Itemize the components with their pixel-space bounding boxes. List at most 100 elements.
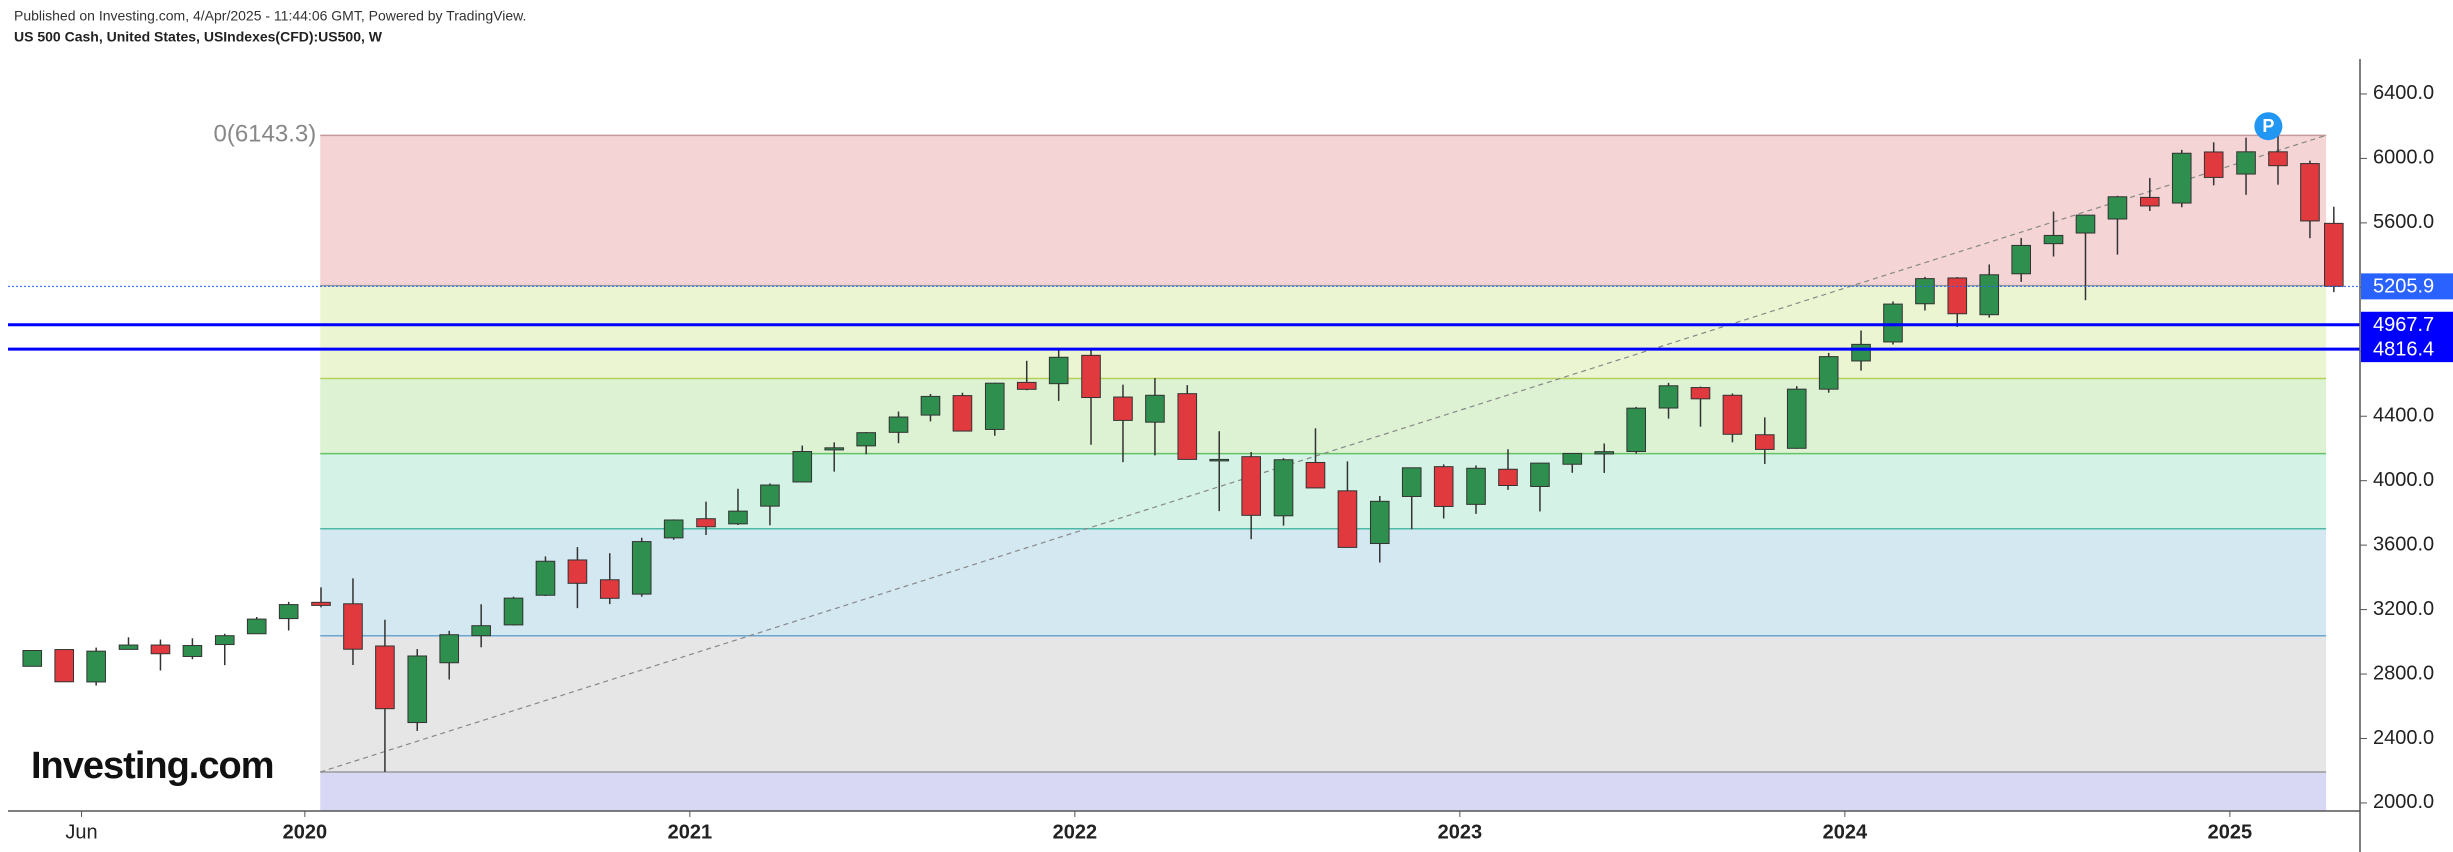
candle-body xyxy=(1145,394,1165,423)
x-tick-label: Jun xyxy=(65,821,97,843)
candle-body xyxy=(2075,214,2096,234)
candle-body xyxy=(888,416,909,433)
candle-body xyxy=(1979,274,2000,316)
published-note: Published on Investing.com, 4/Apr/2025 -… xyxy=(14,8,526,24)
candle-body xyxy=(2300,163,2320,222)
y-tick-label: 2800.0 xyxy=(2373,662,2434,684)
candle-body xyxy=(567,559,588,584)
candle-body xyxy=(984,382,1005,430)
candle-body xyxy=(1851,343,1871,362)
candle-body xyxy=(1754,434,1775,450)
candle-body xyxy=(1498,468,1518,487)
candle-body xyxy=(1273,459,1294,517)
price-label-box xyxy=(2361,336,2453,363)
candle-body xyxy=(952,395,973,432)
plot-area: 0(6143.3) Jun 2020 2021 2022 2023 2024 2025 2000… xyxy=(8,82,2434,843)
candle-body xyxy=(728,510,748,525)
x-tick-label: 2024 xyxy=(1823,821,1868,843)
event-marker-label: P xyxy=(2262,116,2274,136)
y-tick-label: 3200.0 xyxy=(2373,598,2434,620)
candle-body xyxy=(1626,407,1646,453)
candle-body xyxy=(1786,388,1807,449)
price-label: 4967.7 xyxy=(2373,314,2434,336)
candle-body xyxy=(1947,277,1968,315)
price-label-box xyxy=(2361,273,2453,300)
candle-body xyxy=(1690,387,1711,400)
y-tick-label: 4000.0 xyxy=(2373,469,2434,491)
candle-body xyxy=(2171,152,2192,204)
candle-body xyxy=(1883,303,1903,343)
fib-band xyxy=(320,528,2327,636)
candle-body xyxy=(278,604,299,620)
candle-body xyxy=(1048,356,1069,385)
fib-label: 0(6143.3) xyxy=(213,121,316,148)
candle-body xyxy=(1305,461,1326,489)
candle-body xyxy=(1369,500,1390,545)
candle-body xyxy=(1818,356,1839,390)
candle-body xyxy=(311,601,331,606)
price-label: 4816.4 xyxy=(2373,338,2434,360)
candle-body xyxy=(1562,452,1583,465)
candle-body xyxy=(696,518,716,528)
fib-band xyxy=(320,285,2327,379)
candle-body xyxy=(375,645,395,710)
candle-body xyxy=(2203,151,2224,178)
x-tick-label: 2021 xyxy=(668,821,713,843)
candle-body xyxy=(118,644,139,650)
candle-body xyxy=(920,395,941,416)
candle-body xyxy=(1113,396,1133,421)
candle-body xyxy=(856,432,876,447)
candle-body xyxy=(1658,385,1679,409)
fib-band xyxy=(320,378,2327,454)
x-tick-label: 2022 xyxy=(1053,821,1098,843)
candle-body xyxy=(1401,467,1422,497)
candle-body xyxy=(54,649,75,683)
candle-body xyxy=(86,650,106,683)
candle-body xyxy=(343,603,363,650)
candle-body xyxy=(1466,467,1486,505)
price-label-box xyxy=(2361,311,2453,338)
candle-body xyxy=(1177,393,1198,460)
price-label: 5205.9 xyxy=(2373,276,2434,298)
candle-body xyxy=(760,484,780,507)
y-tick-label: 2400.0 xyxy=(2373,727,2434,749)
y-tick-label: 2000.0 xyxy=(2373,791,2434,813)
candle-body xyxy=(1530,462,1550,487)
candle-body xyxy=(439,634,460,664)
candle-body xyxy=(599,579,620,599)
y-tick-label: 6000.0 xyxy=(2373,147,2434,169)
x-tick-label: 2025 xyxy=(2208,821,2253,843)
fib-band xyxy=(320,772,2327,811)
candle-body xyxy=(824,447,845,451)
candle-body xyxy=(1016,381,1037,390)
candle-body xyxy=(1915,278,1935,305)
candle-body xyxy=(2011,244,2031,275)
y-tick-label: 4400.0 xyxy=(2373,405,2434,427)
logo: Investing.com xyxy=(31,745,274,787)
candle-body xyxy=(2268,151,2288,167)
candle-body xyxy=(792,451,813,483)
x-tick-label: 2023 xyxy=(1438,821,1483,843)
candle-body xyxy=(214,635,235,646)
candle-body xyxy=(182,645,203,657)
candle-body xyxy=(150,644,171,655)
candle-body xyxy=(1594,451,1615,455)
candle-body xyxy=(2043,234,2064,245)
candle-body xyxy=(1081,354,1101,399)
x-tick-label: 2020 xyxy=(283,821,328,843)
candle-body xyxy=(2236,151,2256,175)
candle-body xyxy=(535,560,556,596)
candle-body xyxy=(246,618,267,635)
candle-body xyxy=(503,597,524,626)
candle-body xyxy=(1722,394,1743,435)
fib-band xyxy=(320,635,2327,773)
event-marker xyxy=(2254,112,2283,141)
candle-body xyxy=(1433,466,1454,507)
candle-body xyxy=(1241,456,1261,516)
fib-band xyxy=(320,135,2327,286)
candle-body xyxy=(407,655,428,724)
symbol-title: US 500 Cash, United States, USIndexes(CF… xyxy=(14,29,383,45)
candle-body xyxy=(663,519,684,539)
